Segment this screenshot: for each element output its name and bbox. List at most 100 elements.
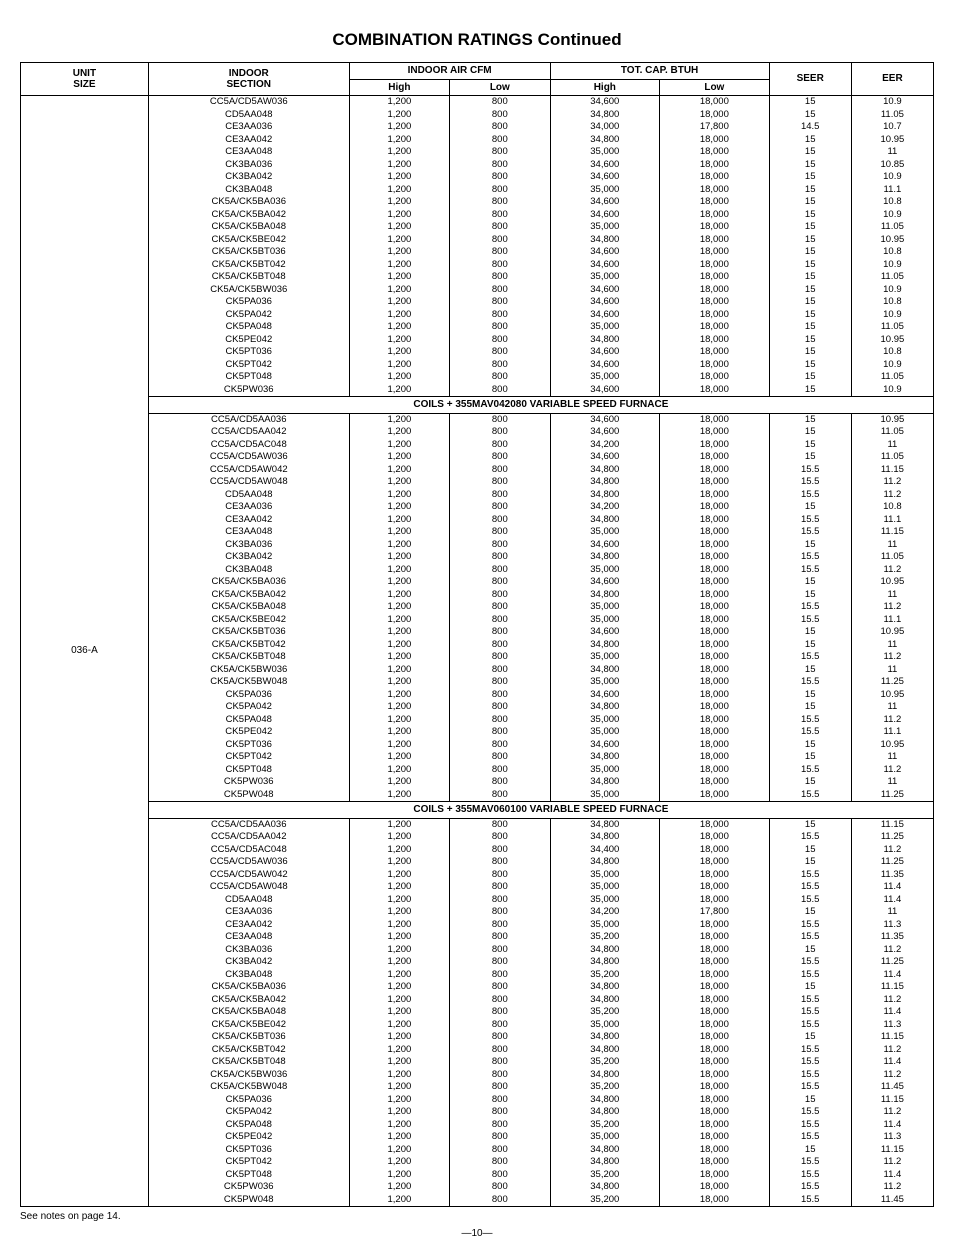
value-cfm_lo: 800 <box>450 551 549 564</box>
value-eer: 11.3 <box>852 1019 933 1032</box>
value-cfm_hi: 1,200 <box>350 209 449 222</box>
value-eer: 11.2 <box>852 489 933 502</box>
value-cfm_hi: 1,200 <box>350 259 449 272</box>
group-subheader: COILS + 355MAV042080 VARIABLE SPEED FURN… <box>148 397 933 414</box>
value-section: CK5PT036 <box>149 1144 349 1157</box>
value-seer: 15 <box>770 221 851 234</box>
cell-cap_lo: 18,00018,00018,00018,00018,00018,00018,0… <box>660 818 770 1207</box>
cell-section: CC5A/CD5AA036CC5A/CD5AA042CC5A/CD5AC048C… <box>148 413 349 802</box>
value-section: CK5A/CK5BT042 <box>149 639 349 652</box>
value-cap_lo: 17,800 <box>660 906 769 919</box>
value-cap_lo: 18,000 <box>660 1181 769 1194</box>
value-section: CC5A/CD5AC048 <box>149 844 349 857</box>
value-cap_hi: 34,800 <box>551 776 660 789</box>
value-eer: 11 <box>852 664 933 677</box>
value-cfm_lo: 800 <box>450 819 549 832</box>
value-section: CK5PT048 <box>149 764 349 777</box>
value-eer: 11.15 <box>852 526 933 539</box>
value-eer: 10.8 <box>852 246 933 259</box>
value-cfm_lo: 800 <box>450 919 549 932</box>
value-cfm_lo: 800 <box>450 626 549 639</box>
value-seer: 15 <box>770 259 851 272</box>
cell-eer: 10.911.0510.710.951110.8510.911.110.810.… <box>851 96 933 397</box>
value-section: CC5A/CD5AW042 <box>149 464 349 477</box>
value-seer: 15 <box>770 751 851 764</box>
value-section: CK3BA042 <box>149 171 349 184</box>
value-section: CK5PA036 <box>149 689 349 702</box>
value-cfm_hi: 1,200 <box>350 764 449 777</box>
value-cap_lo: 18,000 <box>660 451 769 464</box>
value-cfm_hi: 1,200 <box>350 956 449 969</box>
value-cap_lo: 18,000 <box>660 221 769 234</box>
value-cap_hi: 34,800 <box>551 944 660 957</box>
value-cfm_lo: 800 <box>450 589 549 602</box>
value-eer: 10.95 <box>852 334 933 347</box>
value-cap_hi: 34,600 <box>551 196 660 209</box>
value-cfm_lo: 800 <box>450 1194 549 1207</box>
value-section: CK5PT042 <box>149 751 349 764</box>
value-cap_lo: 18,000 <box>660 944 769 957</box>
value-cap_lo: 18,000 <box>660 894 769 907</box>
value-seer: 15 <box>770 689 851 702</box>
value-eer: 10.9 <box>852 284 933 297</box>
value-cfm_lo: 800 <box>450 944 549 957</box>
value-cfm_hi: 1,200 <box>350 789 449 802</box>
value-cap_lo: 18,000 <box>660 994 769 1007</box>
value-cap_hi: 35,000 <box>551 371 660 384</box>
value-section: CK3BA048 <box>149 564 349 577</box>
value-seer: 15.5 <box>770 1056 851 1069</box>
value-cap_hi: 34,600 <box>551 159 660 172</box>
cell-eer: 10.9511.051111.0511.1511.211.210.811.111… <box>851 413 933 802</box>
value-cfm_lo: 800 <box>450 96 549 109</box>
value-cfm_hi: 1,200 <box>350 184 449 197</box>
value-cap_lo: 18,000 <box>660 1006 769 1019</box>
value-seer: 15 <box>770 1094 851 1107</box>
value-cfm_lo: 800 <box>450 956 549 969</box>
value-seer: 15 <box>770 739 851 752</box>
value-section: CK5A/CK5BA042 <box>149 994 349 1007</box>
value-cfm_hi: 1,200 <box>350 994 449 1007</box>
value-cap_lo: 18,000 <box>660 751 769 764</box>
value-cfm_hi: 1,200 <box>350 1006 449 1019</box>
value-cap_hi: 35,000 <box>551 714 660 727</box>
value-cap_lo: 18,000 <box>660 776 769 789</box>
value-cap_hi: 34,600 <box>551 426 660 439</box>
value-cap_hi: 34,600 <box>551 309 660 322</box>
value-cfm_hi: 1,200 <box>350 1106 449 1119</box>
value-cfm_lo: 800 <box>450 564 549 577</box>
value-section: CK5PT048 <box>149 371 349 384</box>
value-cap_hi: 34,600 <box>551 739 660 752</box>
value-cfm_lo: 800 <box>450 1019 549 1032</box>
value-cap_lo: 18,000 <box>660 651 769 664</box>
value-eer: 11.15 <box>852 464 933 477</box>
value-cap_lo: 18,000 <box>660 259 769 272</box>
value-cfm_hi: 1,200 <box>350 414 449 427</box>
value-cap_lo: 17,800 <box>660 121 769 134</box>
value-cfm_hi: 1,200 <box>350 359 449 372</box>
value-seer: 15.5 <box>770 831 851 844</box>
value-cfm_hi: 1,200 <box>350 714 449 727</box>
value-cap_lo: 18,000 <box>660 564 769 577</box>
value-cfm_lo: 800 <box>450 464 549 477</box>
value-cfm_hi: 1,200 <box>350 564 449 577</box>
value-eer: 11.2 <box>852 994 933 1007</box>
col-seer: SEER <box>769 63 851 96</box>
value-cap_hi: 35,000 <box>551 651 660 664</box>
section-label: SECTION <box>227 79 271 90</box>
value-section: CK5PW036 <box>149 1181 349 1194</box>
value-cfm_lo: 800 <box>450 1044 549 1057</box>
value-cfm_hi: 1,200 <box>350 1019 449 1032</box>
value-cap_hi: 34,800 <box>551 464 660 477</box>
value-seer: 15 <box>770 359 851 372</box>
value-cap_hi: 34,800 <box>551 514 660 527</box>
value-section: CK5PE042 <box>149 334 349 347</box>
footer-note: See notes on page 14. <box>20 1211 934 1222</box>
value-cfm_lo: 800 <box>450 1031 549 1044</box>
value-cfm_hi: 1,200 <box>350 819 449 832</box>
value-section: CC5A/CD5AW048 <box>149 476 349 489</box>
value-cap_lo: 18,000 <box>660 321 769 334</box>
value-section: CK3BA036 <box>149 539 349 552</box>
value-eer: 11.1 <box>852 726 933 739</box>
value-cap_lo: 18,000 <box>660 426 769 439</box>
value-section: CE3AA036 <box>149 906 349 919</box>
